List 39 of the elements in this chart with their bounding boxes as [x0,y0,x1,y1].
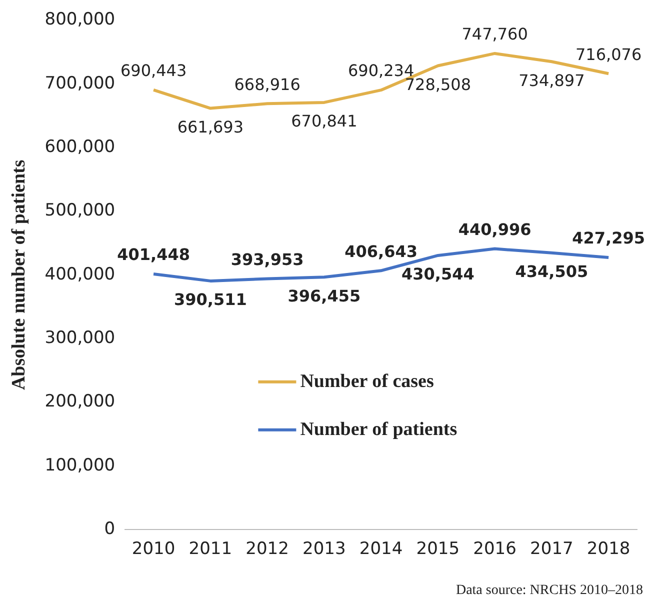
x-tick-label: 2017 [530,539,574,560]
legend-label: Number of cases [300,370,434,392]
data-label: 661,693 [177,117,244,136]
x-tick-label: 2015 [416,539,460,560]
y-tick-label: 0 [104,519,116,540]
y-tick-label: 200,000 [44,392,116,412]
data-label: 670,841 [291,112,358,131]
y-tick-label: 500,000 [44,200,116,221]
y-tick-label: 100,000 [44,455,116,476]
data-label: 440,996 [458,220,532,239]
y-tick-label: 400,000 [44,264,116,284]
x-tick-label: 2014 [359,539,403,560]
data-label: 390,511 [174,290,247,310]
data-label: 401,448 [117,245,190,264]
y-axis-title: Absolute number of patients [8,160,30,390]
y-tick-label: 600,000 [44,136,116,157]
data-label: 690,443 [120,61,187,80]
data-label: 434,505 [515,262,588,282]
data-label: 716,076 [575,44,642,64]
data-label: 406,643 [344,242,418,261]
data-label: 668,916 [234,74,300,94]
legend-label: Number of patients [300,418,458,440]
x-tick-label: 2012 [246,539,289,560]
data-label: 747,760 [462,24,528,44]
x-tick-label: 2016 [473,539,516,560]
x-tick-label: 2018 [586,539,630,560]
y-tick-label: 300,000 [44,328,116,348]
y-tick-label: 800,000 [44,10,116,30]
x-tick-label: 2013 [302,539,346,560]
source-note: Data source: NRCHS 2010–2018 [456,583,643,599]
data-label: 427,295 [572,228,645,248]
data-label: 728,508 [404,74,472,94]
data-label: 396,455 [288,286,361,306]
x-tick-label: 2010 [132,539,176,560]
data-label: 393,953 [230,250,304,269]
data-label: 430,544 [401,264,474,284]
data-label: 734,897 [518,70,585,90]
y-tick-label: 700,000 [44,73,116,94]
x-tick-label: 2011 [188,539,232,560]
